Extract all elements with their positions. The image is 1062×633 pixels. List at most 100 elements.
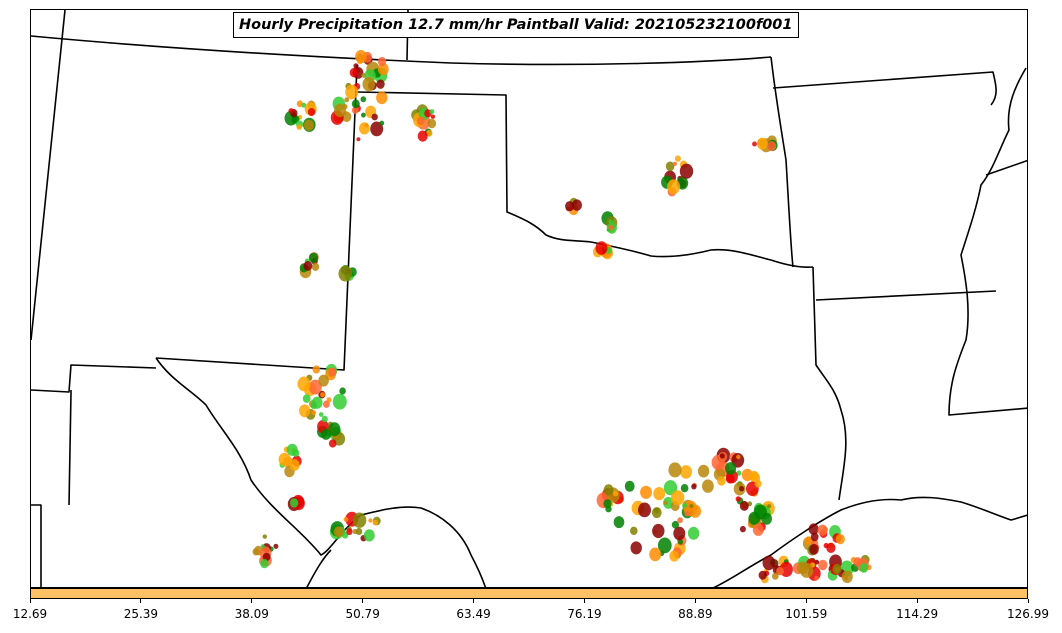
precip-paintball (810, 532, 819, 542)
precip-paintball (338, 265, 353, 282)
precip-paintball (321, 428, 331, 440)
precip-paintball (364, 123, 369, 128)
colorbar-tick (1027, 599, 1029, 603)
mississippi-river (948, 67, 1027, 416)
colorbar-tick-label: 50.79 (345, 607, 380, 621)
arkansas-north (772, 71, 997, 106)
precip-paintball (361, 112, 366, 118)
precip-paintball (859, 563, 869, 573)
precip-paintball (360, 96, 367, 103)
precip-paintball (680, 465, 692, 479)
precip-paintball (262, 534, 267, 539)
precip-paintball (429, 109, 435, 115)
precip-paintball (417, 116, 425, 126)
precip-paintball (735, 496, 741, 502)
precip-paintball (711, 454, 725, 471)
precip-paintball (608, 224, 614, 231)
precip-paintball (311, 396, 323, 409)
precip-paintball (334, 103, 346, 118)
precip-paintball (673, 526, 686, 541)
precip-paintball (356, 137, 361, 142)
precip-paintball (663, 500, 668, 505)
precip-paintball (318, 374, 329, 387)
precip-paintball (345, 84, 359, 100)
precip-paintball (303, 261, 313, 271)
precip-paintball (613, 516, 625, 529)
precip-paintball (362, 76, 376, 92)
precip-paintball (689, 503, 694, 509)
precip-paintball (339, 387, 346, 395)
precip-paintball (736, 470, 742, 476)
oklahoma-east-line (770, 56, 794, 268)
precip-paintball (312, 365, 321, 374)
precip-paintball (377, 63, 389, 76)
mexico-coast-line (31, 504, 42, 587)
precip-paintball (736, 454, 741, 460)
precip-paintball (767, 141, 777, 152)
precip-paintball (332, 393, 347, 410)
colorbar-tick (694, 599, 696, 603)
colorbar-tick (251, 599, 253, 603)
precip-paintball (379, 120, 385, 126)
precip-paintball (649, 547, 662, 562)
precip-paintball (326, 397, 332, 403)
precip-paintball (352, 512, 367, 528)
precip-paintball (426, 130, 433, 137)
precip-paintball (687, 526, 700, 540)
precip-paintball (296, 124, 302, 130)
precip-paintball (355, 50, 367, 64)
colorbar-tick (362, 599, 364, 603)
precip-paintball (818, 559, 828, 571)
precip-paintball (307, 108, 316, 116)
precip-paintball (289, 459, 300, 471)
colorbar-tick (916, 599, 918, 603)
precip-paintball (302, 394, 311, 403)
colorbar-tick-label: 12.69 (12, 607, 48, 621)
precip-paintball (739, 500, 749, 511)
new-mexico-south (155, 357, 487, 587)
precip-paintball (671, 520, 680, 529)
precip-paintball (653, 507, 660, 514)
colorbar-tick (140, 599, 142, 603)
precip-paintball (674, 155, 681, 162)
precip-paintball (603, 484, 614, 496)
precip-paintball (679, 163, 694, 179)
precip-paintball (260, 544, 265, 549)
precip-paintball (841, 570, 853, 584)
precip-paintball (653, 487, 666, 501)
colorbar-tick-label: 76.19 (567, 607, 602, 621)
precip-paintball (351, 106, 359, 115)
precip-paintball (311, 262, 320, 271)
precip-paintball (417, 130, 428, 142)
precip-paintball (767, 504, 772, 509)
rio-grande-mouth (306, 549, 332, 587)
precip-paintball (754, 479, 762, 488)
precip-paintball (717, 476, 726, 486)
precip-paintball (668, 462, 682, 478)
precip-paintball (672, 161, 678, 166)
precip-paintball (624, 480, 635, 492)
precip-paintball (808, 523, 819, 535)
precip-paintball (290, 498, 299, 508)
colorbar-tick (473, 599, 475, 603)
precip-paintball (371, 113, 378, 121)
map-canvas (31, 10, 1027, 587)
precip-paintball (346, 528, 353, 536)
precip-paintball (697, 464, 710, 478)
precip-paintball (753, 504, 767, 520)
precip-paintball (321, 415, 328, 423)
precip-paintball (853, 557, 862, 567)
precip-paintball (355, 527, 363, 536)
precip-paintball (372, 519, 378, 526)
precip-paintball (739, 525, 746, 533)
precip-paintball (756, 137, 768, 150)
precip-paintball (776, 567, 784, 576)
colorbar-tick-label: 101.59 (785, 607, 828, 621)
colorbar-tick-label: 114.29 (896, 607, 939, 621)
precip-paintball (376, 79, 385, 89)
colorado-new-mexico-line (155, 64, 358, 371)
precip-paintball (286, 443, 298, 456)
precip-paintball (682, 502, 688, 508)
precip-paintball (299, 404, 311, 418)
precip-paintball (344, 97, 350, 103)
